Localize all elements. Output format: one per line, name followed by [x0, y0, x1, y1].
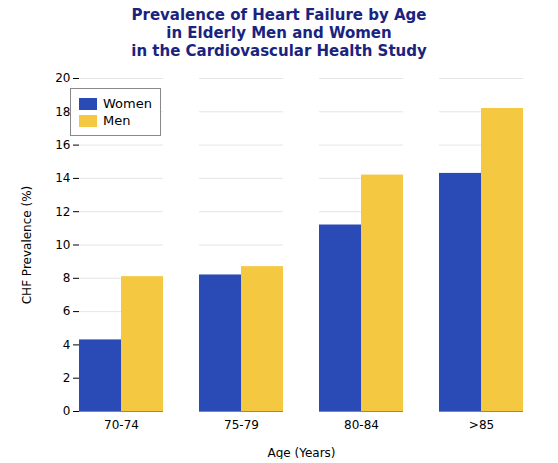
- svg-text:CHF Prevalence (%): CHF Prevalence (%): [20, 186, 34, 305]
- svg-text:16: 16: [55, 138, 70, 152]
- svg-text:70-74: 70-74: [104, 418, 139, 432]
- html-text:Prevalence of Heart Failure by: Prevalence of Heart Failure by Age in El…: [131, 6, 427, 60]
- svg-text:4: 4: [63, 338, 71, 352]
- svg-text:6: 6: [63, 304, 71, 318]
- svg-text:0: 0: [63, 404, 71, 418]
- svg-text:>85: >85: [469, 418, 494, 432]
- html-text:Women: Women: [103, 96, 152, 111]
- svg-text:75-79: 75-79: [224, 418, 259, 432]
- svg-text:Age (Years): Age (Years): [267, 446, 335, 460]
- html-text:Men: Men: [103, 113, 131, 128]
- svg-text:10: 10: [55, 238, 70, 252]
- svg-text:20: 20: [55, 71, 70, 85]
- svg-text:14: 14: [55, 171, 70, 185]
- svg-text:80-84: 80-84: [344, 418, 379, 432]
- svg-text:18: 18: [55, 105, 70, 119]
- svg-text:2: 2: [63, 371, 71, 385]
- svg-text:8: 8: [63, 271, 71, 285]
- svg-text:12: 12: [55, 205, 70, 219]
